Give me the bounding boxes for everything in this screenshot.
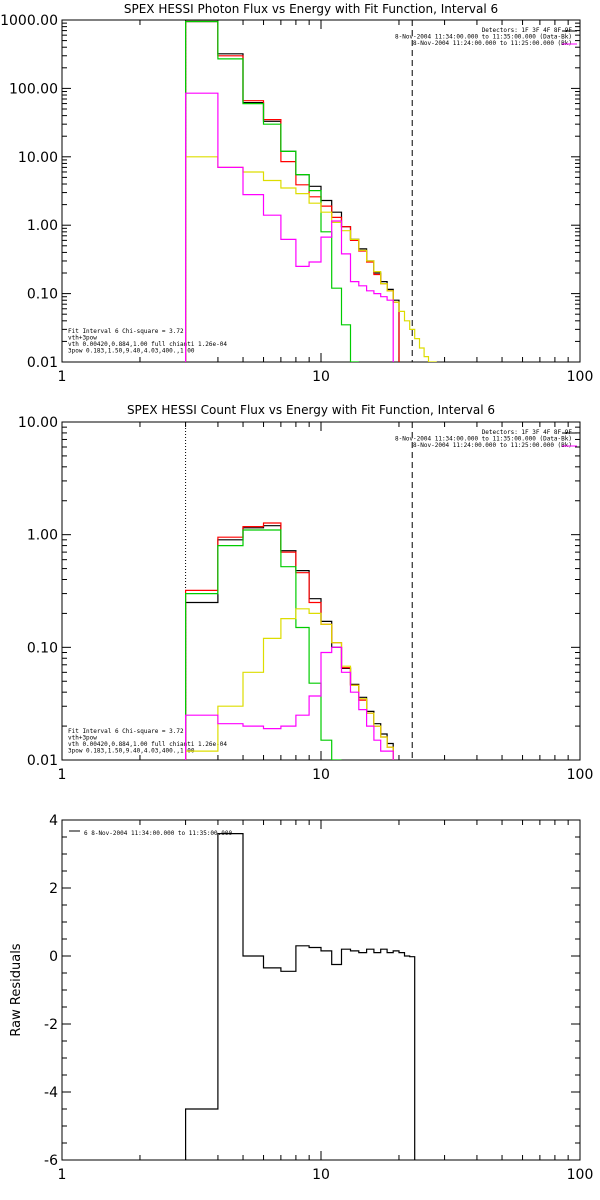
- photon-x-tick-label: 1: [58, 369, 67, 385]
- photon-legend-vth3pow: vth+3pow: [68, 335, 97, 342]
- count-x-tick-label: 10: [312, 767, 330, 783]
- count-series-vth-3pow: [185, 522, 394, 760]
- residuals-x-tick-label: 100: [567, 1167, 594, 1183]
- count-legend-vth: vth 0.00420,0.884,1.00 full chianti 1.26…: [68, 741, 227, 748]
- count-info-data-interval: 8-Nov-2004 11:34:00.000 to 11:35:00.000 …: [395, 436, 572, 443]
- photon-x-tick-label: 10: [312, 369, 330, 385]
- residuals-series-residuals: [185, 833, 416, 1160]
- residuals-y-tick-label: -4: [44, 1085, 58, 1101]
- residuals-y-tick-label: 4: [49, 813, 58, 829]
- residuals-y-axis-label: Raw Residuals: [9, 943, 24, 1036]
- photon-y-tick-label: 10.00: [18, 150, 58, 166]
- photon-chart-title: SPEX HESSI Photon Flux vs Energy with Fi…: [124, 2, 498, 16]
- residuals-y-tick-label: -2: [44, 1017, 58, 1033]
- residuals-y-tick-label: 2: [49, 881, 58, 897]
- photon-legend-fit: Fit Interval 6 Chi-square = 3.72: [68, 328, 184, 335]
- photon-series-3pow: [185, 156, 437, 362]
- count-y-tick-label: 1.00: [27, 528, 58, 544]
- photon-x-tick-label: 100: [567, 369, 594, 385]
- count-y-tick-label: 10.00: [18, 415, 58, 431]
- photon-info-data-interval: 8-Nov-2004 11:34:00.000 to 11:35:00.000 …: [395, 34, 572, 41]
- photon-series-pow: [185, 92, 394, 362]
- photon-y-tick-label: 100.00: [9, 81, 58, 97]
- count-chart-title: SPEX HESSI Count Flux vs Energy with Fit…: [127, 403, 495, 417]
- photon-y-tick-label: 1000.00: [0, 13, 58, 29]
- count-info-bk-interval: 8-Nov-2004 11:24:00.000 to 11:25:00.000 …: [413, 442, 572, 449]
- residuals-x-tick-label: 1: [58, 1167, 67, 1183]
- count-series-3pow: [185, 608, 394, 760]
- residuals-plot-frame: [61, 819, 581, 1161]
- count-series-data-bk: [185, 525, 394, 760]
- count-x-tick-label: 100: [567, 767, 594, 783]
- residuals-y-tick-label: -6: [44, 1153, 58, 1169]
- photon-y-tick-label: 0.10: [27, 287, 58, 303]
- photon-series-vth: [185, 20, 359, 362]
- photon-y-tick-label: 1.00: [27, 218, 58, 234]
- count-x-tick-label: 1: [58, 767, 67, 783]
- photon-info-bk-interval: 8-Nov-2004 11:24:00.000 to 11:25:00.000 …: [413, 40, 572, 47]
- count-y-tick-label: 0.10: [27, 640, 58, 656]
- residuals-x-tick-label: 10: [312, 1167, 330, 1183]
- count-y-tick-label: 0.01: [27, 753, 58, 769]
- residuals-legend: 6 8-Nov-2004 11:34:00.000 to 11:35:00.00…: [84, 830, 232, 837]
- count-series-vth: [185, 529, 342, 760]
- photon-series-vth-3pow: [185, 20, 400, 362]
- photon-y-tick-label: 0.01: [27, 355, 58, 371]
- photon-info-detectors: Detectors: 1F 3F 4F 8F 9F: [482, 27, 573, 34]
- count-legend-vth3pow: vth+3pow: [68, 735, 97, 742]
- count-legend-fit: Fit Interval 6 Chi-square = 3.72: [68, 728, 184, 735]
- photon-series-data-bk: [185, 20, 400, 362]
- residuals-y-tick-label: 0: [49, 949, 58, 965]
- count-series-pow: [185, 646, 394, 760]
- count-info-detectors: Detectors: 1F 3F 4F 8F 9F: [482, 429, 573, 436]
- count-legend-3pow: 3pow 0.183,1.50,9.40,4.03,400.,1.00: [68, 748, 195, 755]
- photon-legend-vth: vth 0.00420,0.884,1.00 full chianti 1.26…: [68, 341, 227, 348]
- photon-legend-3pow: 3pow 0.183,1.50,9.40,4.03,400.,1.00: [68, 348, 195, 355]
